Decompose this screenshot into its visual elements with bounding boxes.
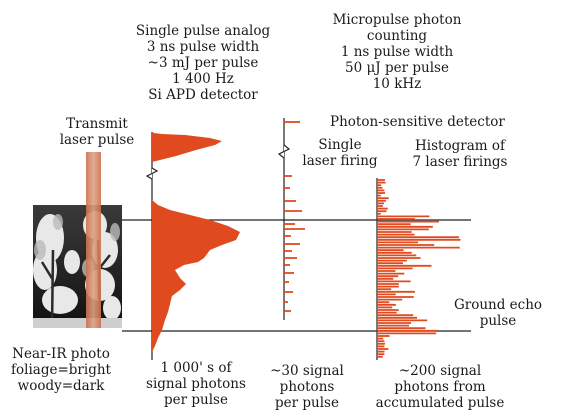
micropulse-title-line: 50 μJ per pulse	[345, 60, 449, 76]
analog-photons-label-line: 1 000' s of	[160, 360, 232, 376]
analog-waveform	[145, 132, 240, 360]
nir-photo-label-line: foliage=bright	[11, 362, 111, 378]
single-firing-trace	[277, 118, 305, 320]
single-firing-label: Single laser firing	[290, 137, 390, 169]
photon-detector-label: Photon-sensitive detector	[330, 114, 505, 130]
ground-echo-label: Ground echo pulse	[448, 297, 548, 329]
micropulse-title: Micropulse photon counting 1 ns pulse wi…	[312, 12, 482, 92]
ground-echo-label-line: pulse	[479, 313, 517, 329]
analog-title-line: Si APD detector	[148, 87, 258, 103]
transmit-label-line: laser pulse	[59, 132, 135, 148]
transmit-label: Transmit laser pulse	[42, 116, 152, 148]
micropulse-title-line: Micropulse photon	[332, 12, 462, 28]
transmit-label-line: Transmit	[66, 116, 128, 132]
nir-photo-label-line: Near-IR photo	[12, 346, 110, 362]
histogram-label-line: 7 laser firings	[412, 154, 508, 170]
nir-photo-label: Near-IR photo foliage=bright woody=dark	[2, 346, 120, 394]
analog-photons-label: 1 000' s of signal photons per pulse	[136, 360, 256, 408]
analog-title-line: ~3 mJ per pulse	[147, 55, 259, 71]
analog-title-line: Single pulse analog	[135, 23, 271, 39]
histogram-trace	[376, 178, 461, 360]
single-photons-label-line: ~30 signal	[270, 363, 344, 379]
ground-echo-label-line: Ground echo	[453, 297, 543, 313]
histogram-label-line: Histogram of	[415, 138, 505, 154]
analog-title: Single pulse analog 3 ns pulse width ~3 …	[118, 23, 288, 103]
transmit-laser-beam	[86, 152, 101, 328]
single-photons-label-line: photons	[279, 379, 335, 395]
micropulse-title-line: 1 ns pulse width	[340, 44, 454, 60]
analog-photons-label-line: signal photons	[146, 376, 246, 392]
micropulse-title-line: counting	[366, 28, 428, 44]
analog-title-line: 1 400 Hz	[172, 71, 234, 87]
accum-photons-label-line: ~200 signal	[398, 363, 482, 379]
micropulse-title-line: 10 kHz	[372, 76, 422, 92]
nir-photo-label-line: woody=dark	[17, 378, 105, 394]
single-photons-label-line: per pulse	[275, 395, 339, 411]
near-ir-photo	[33, 205, 122, 329]
analog-photons-label-line: per pulse	[164, 392, 228, 408]
accum-photons-label-line: accumulated pulse	[375, 395, 505, 411]
single-firing-label-line: Single	[318, 137, 362, 153]
single-firing-label-line: laser firing	[302, 153, 378, 169]
accum-photons-label-line: photons from	[394, 379, 486, 395]
histogram-label: Histogram of 7 laser firings	[395, 138, 525, 170]
single-photons-label: ~30 signal photons per pulse	[252, 363, 362, 411]
accum-photons-label: ~200 signal photons from accumulated pul…	[360, 363, 520, 411]
analog-title-line: 3 ns pulse width	[146, 39, 260, 55]
